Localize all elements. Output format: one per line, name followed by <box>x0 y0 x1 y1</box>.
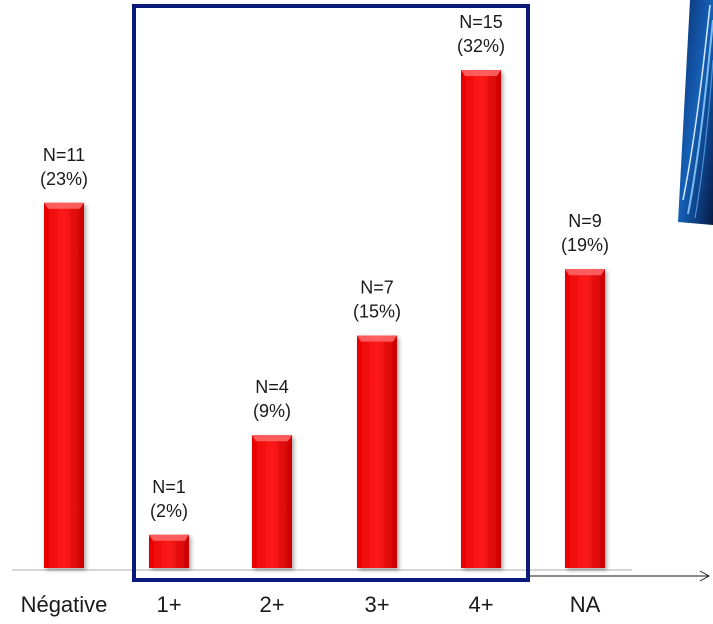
data-label-n: N=15 <box>459 12 503 32</box>
decorative-image <box>678 0 713 225</box>
axis-arrow <box>530 570 711 582</box>
data-label-pct: (23%) <box>40 169 88 189</box>
highlight-frame <box>132 4 530 582</box>
tick-label: 1+ <box>156 592 181 617</box>
tick-labels-group: Négative 1+ 2+ 3+ 4+ NA <box>21 592 601 617</box>
data-label-n: N=9 <box>568 211 602 231</box>
tick-label: NA <box>570 592 601 617</box>
data-labels-group: N=11 (23%) N=1 (2%) N=4 (9%) N=7 (15%) N=15 (32%)… <box>40 12 609 521</box>
tick-label: 2+ <box>259 592 284 617</box>
data-label-n: N=1 <box>152 477 186 497</box>
bar-top-5 <box>461 70 501 76</box>
data-label-pct: (9%) <box>253 401 291 421</box>
data-label-n: N=7 <box>360 278 394 298</box>
bar-6 <box>565 269 605 568</box>
bar-top-1 <box>44 202 84 209</box>
data-label-n: N=11 <box>43 145 85 165</box>
bar-4 <box>357 335 397 568</box>
data-label-pct: (2%) <box>150 501 188 521</box>
tick-label: 4+ <box>468 592 493 617</box>
bar-top-3 <box>252 435 292 442</box>
data-label-n: N=4 <box>255 377 289 397</box>
bar-top-4 <box>357 335 397 342</box>
bar-1 <box>44 202 84 569</box>
data-label-pct: (15%) <box>353 302 401 322</box>
bar-3 <box>252 435 292 568</box>
data-label-pct: (32%) <box>457 36 505 56</box>
data-label-pct: (19%) <box>561 235 609 255</box>
tick-label: Négative <box>21 592 108 617</box>
bar-top-6 <box>565 269 605 276</box>
bars-group <box>44 70 605 569</box>
bar-top-2 <box>149 534 189 541</box>
tick-label: 3+ <box>364 592 389 617</box>
bar-5 <box>461 70 501 568</box>
